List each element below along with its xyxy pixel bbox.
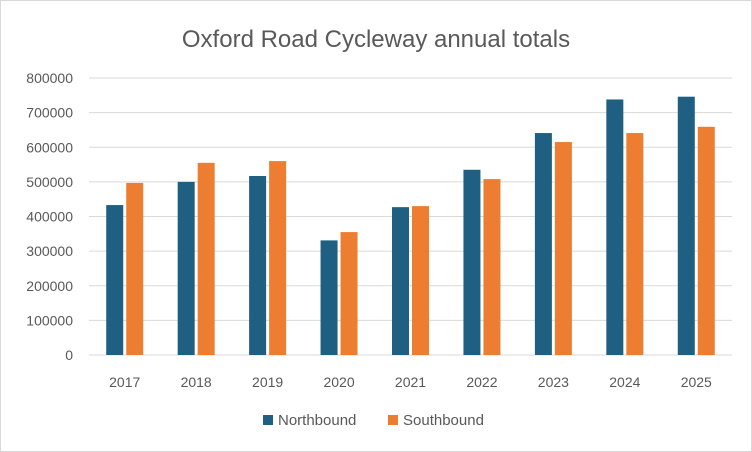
x-tick-label: 2020 [323,374,354,390]
gridlines [89,77,732,356]
x-axis-ticks: 2017 2018 2019 2020 2021 2022 2023 2024 2025 [109,374,712,390]
bar-southbound-2019 [269,161,287,355]
legend-label-southbound: Southbound [403,412,484,429]
chart-title: Oxford Road Cycleway annual totals [182,26,570,53]
bar-northbound-2023 [534,133,552,355]
x-tick-label: 2019 [252,374,283,390]
x-tick-label: 2018 [181,374,212,390]
bars [106,96,715,355]
y-tick-label: 400000 [26,209,73,225]
x-tick-label: 2023 [538,374,569,390]
legend-label-northbound: Northbound [278,412,356,429]
bar-southbound-2017 [126,182,144,355]
bar-northbound-2017 [106,205,124,355]
y-axis-ticks: 0 100000 200000 300000 400000 500000 600000 700… [26,70,73,363]
y-tick-label: 500000 [26,174,73,190]
x-tick-label: 2025 [681,374,712,390]
x-tick-label: 2017 [109,374,140,390]
y-tick-label: 800000 [26,70,73,86]
bar-southbound-2021 [412,206,429,355]
bar-southbound-2023 [554,142,572,355]
bar-southbound-2018 [197,162,215,355]
x-tick-label: 2024 [609,374,640,390]
y-tick-label: 0 [65,347,73,363]
legend-swatch-southbound [388,415,398,425]
bar-northbound-2022 [463,169,481,355]
bar-northbound-2020 [320,240,338,355]
y-tick-label: 100000 [26,312,73,328]
bar-northbound-2024 [606,99,624,355]
y-tick-label: 600000 [26,139,73,155]
bar-southbound-2024 [626,133,644,355]
bar-southbound-2025 [697,126,715,355]
legend: Northbound Southbound [263,412,484,429]
y-tick-label: 300000 [26,243,73,259]
x-tick-label: 2021 [395,374,426,390]
bar-northbound-2021 [392,207,409,355]
bar-southbound-2022 [483,179,501,355]
bar-southbound-2020 [340,232,358,355]
y-tick-label: 700000 [26,105,73,121]
bar-northbound-2019 [249,175,267,355]
bar-northbound-2025 [677,96,695,355]
y-tick-label: 200000 [26,278,73,294]
x-tick-label: 2022 [466,374,497,390]
legend-swatch-northbound [263,415,273,425]
bar-northbound-2018 [177,181,195,355]
